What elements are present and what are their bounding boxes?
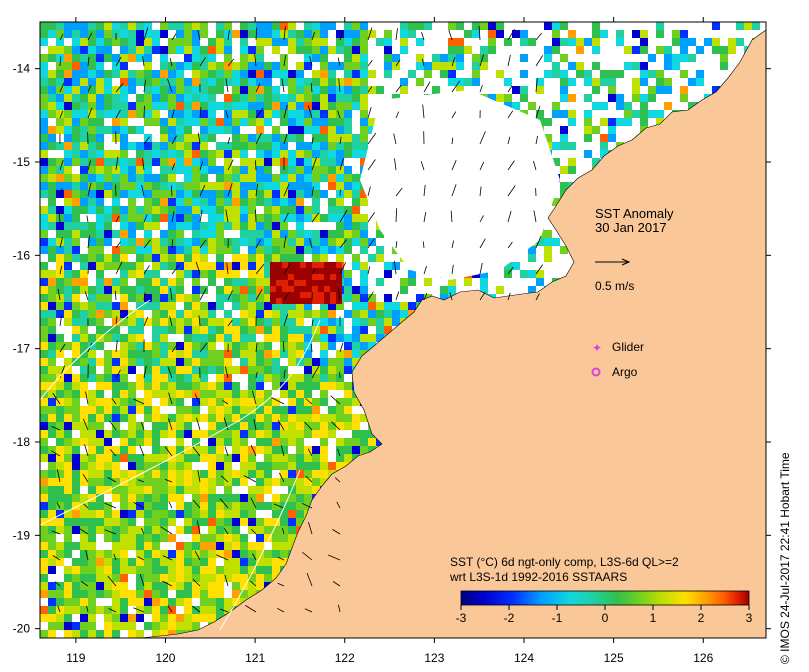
y-tick-label: -17	[13, 342, 31, 356]
x-tick-label: 123	[424, 651, 444, 665]
y-tick-label: -18	[13, 435, 31, 449]
land-mass	[139, 29, 766, 638]
legend-glider: ✦ Glider	[592, 340, 644, 355]
y-tick-label: -16	[13, 248, 31, 262]
colorbar-tick-label: 0	[602, 611, 609, 625]
velocity-scale-label: 0.5 m/s	[595, 279, 634, 293]
y-tick-label: -14	[13, 62, 31, 76]
colorbar-tick-label: 1	[650, 611, 657, 625]
colorbar-tick-label: 3	[746, 611, 753, 625]
contour-lines	[40, 299, 321, 631]
y-tick-label: -15	[13, 155, 31, 169]
x-tick-label: 126	[693, 651, 713, 665]
x-tick-label: 120	[155, 651, 175, 665]
y-tick-label: -20	[13, 622, 31, 636]
colorbar-tick-label: -3	[456, 611, 467, 625]
legend-argo: Argo	[591, 365, 638, 379]
plot-frame	[39, 21, 767, 639]
x-tick-label: 119	[66, 651, 85, 665]
colorbar-tick-label: 2	[698, 611, 705, 625]
x-tick-label: 125	[604, 651, 624, 665]
credit-text: © IMOS 24-Jul-2017 22:41 Hobart Time	[778, 452, 792, 664]
velocity-scale-arrow	[595, 258, 631, 266]
x-tick-label: 121	[245, 651, 265, 665]
glider-marker-icon: ✦	[592, 341, 602, 355]
map-date: 30 Jan 2017	[595, 220, 667, 235]
colorbar-caption-line1: SST (°C) 6d ngt-only comp, L3S-6d QL>=2	[450, 555, 679, 569]
y-tick-label: -19	[13, 528, 31, 542]
colorbar-tick-label: -1	[552, 611, 563, 625]
map-title: SST Anomaly	[595, 206, 674, 221]
argo-marker-icon	[591, 367, 601, 377]
colorbar-tick-label: -2	[504, 611, 515, 625]
colorbar-ticks: -3 -2 -1 0 1 2 3	[456, 605, 753, 625]
legend-glider-label: Glider	[612, 340, 644, 354]
legend-argo-label: Argo	[612, 365, 638, 379]
current-vectors	[51, 26, 544, 613]
x-axis: 119 120 121 122 123 124 125 126	[66, 17, 714, 665]
colorbar	[460, 590, 750, 606]
colorbar-caption-line2: wrt L3S-1d 1992-2016 SSTAARS	[449, 570, 627, 584]
y-axis: -14-15-16-17-18-19-20	[13, 62, 771, 636]
x-tick-label: 122	[335, 651, 355, 665]
x-tick-label: 124	[514, 651, 534, 665]
